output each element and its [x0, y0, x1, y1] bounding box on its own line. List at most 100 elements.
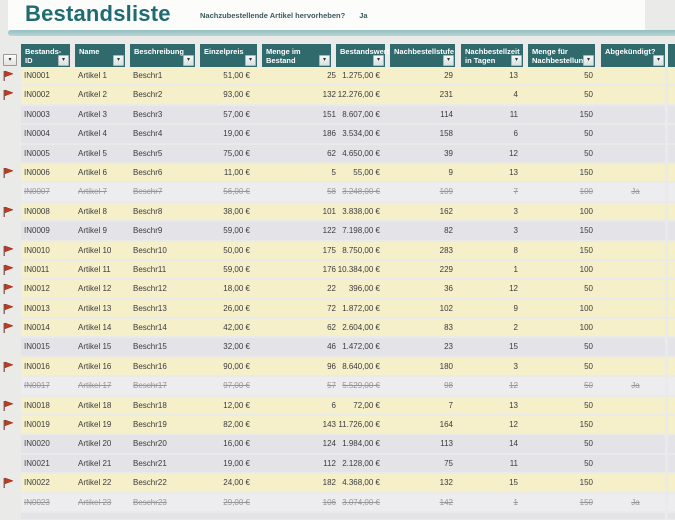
cell-menge_nachbestellung[interactable]: 150 — [579, 245, 593, 255]
cell-menge_nachbestellung[interactable]: 50 — [584, 458, 593, 468]
nachbestellstufe-filter-dropdown-button[interactable]: ▾ — [443, 55, 454, 66]
cell-name[interactable]: Artikel 10 — [78, 245, 112, 255]
cell-bestandswert[interactable]: 12.276,00 € — [337, 90, 380, 100]
cell-abgekuendigt[interactable] — [601, 416, 670, 433]
cell-menge_im_bestand[interactable]: 186 — [322, 129, 336, 139]
cell-menge_nachbestellung[interactable]: 50 — [584, 148, 593, 158]
cell-menge_im_bestand[interactable]: 132 — [322, 90, 336, 100]
cell-beschreibung[interactable]: Beschr20 — [133, 439, 167, 449]
cell-abgekuendigt[interactable] — [601, 319, 670, 336]
cell-einzelpreis[interactable]: 59,00 € — [223, 264, 250, 274]
cell-einzelpreis[interactable]: 75,00 € — [223, 148, 250, 158]
cell-abgekuendigt[interactable] — [601, 164, 670, 181]
cell-id[interactable]: IN0007 — [24, 187, 50, 197]
nachbestellzeit-filter-dropdown-button[interactable]: ▾ — [511, 55, 522, 66]
cell-einzelpreis[interactable]: 90,00 € — [223, 361, 250, 371]
menge_im_bestand-filter-dropdown-button[interactable]: ▾ — [319, 55, 330, 66]
cell-nachbestellstufe[interactable]: 158 — [439, 129, 453, 139]
cell-menge_im_bestand[interactable]: 62 — [327, 148, 336, 158]
cell-einzelpreis[interactable]: 51,00 € — [223, 71, 250, 80]
cell-beschreibung[interactable]: Beschr19 — [133, 420, 167, 430]
cell-menge_nachbestellung[interactable]: 100 — [579, 264, 593, 274]
cell-menge_im_bestand[interactable]: 46 — [327, 342, 336, 352]
cell-menge_im_bestand[interactable]: 58 — [327, 187, 336, 197]
cell-bestandswert[interactable]: 3.838,00 € — [342, 206, 380, 216]
cell-name[interactable]: Artikel 1 — [78, 71, 107, 80]
cell-beschreibung[interactable]: Beschr2 — [133, 90, 163, 100]
cell-nachbestellstufe[interactable]: 229 — [439, 264, 453, 274]
cell-beschreibung[interactable]: Beschr18 — [133, 400, 167, 410]
cell-menge_nachbestellung[interactable]: 50 — [584, 284, 593, 294]
cell-name[interactable]: Artikel 6 — [78, 167, 107, 177]
cell-bestandswert[interactable]: 2.128,00 € — [342, 458, 380, 468]
cell-nachbestellzeit[interactable]: 7 — [513, 187, 518, 197]
cell-beschreibung[interactable]: Beschr14 — [133, 323, 167, 333]
einzelpreis-filter-dropdown-button[interactable]: ▾ — [245, 55, 256, 66]
cell-id[interactable]: IN0004 — [24, 129, 50, 139]
cell-beschreibung[interactable]: Beschr15 — [133, 342, 167, 352]
cell-id[interactable]: IN0019 — [24, 420, 50, 430]
cell-id[interactable]: IN0010 — [24, 245, 50, 255]
cell-nachbestellzeit[interactable]: 1 — [513, 264, 518, 274]
cell-beschreibung[interactable]: Beschr21 — [133, 458, 167, 468]
cell-beschreibung[interactable]: Beschr11 — [133, 264, 167, 274]
cell-abgekuendigt[interactable] — [601, 125, 670, 142]
flag-column-filter-button[interactable]: ▾ — [3, 54, 17, 66]
cell-einzelpreis[interactable]: 26,00 € — [223, 303, 250, 313]
cell-bestandswert[interactable]: 72,00 € — [353, 400, 380, 410]
cell-abgekuendigt[interactable] — [601, 203, 670, 220]
cell-menge_im_bestand[interactable]: 72 — [327, 303, 336, 313]
cell-beschreibung[interactable]: Beschr10 — [133, 245, 167, 255]
cell-beschreibung[interactable]: Beschr16 — [133, 361, 167, 371]
cell-nachbestellzeit[interactable]: 14 — [509, 439, 518, 449]
cell-menge_nachbestellung[interactable]: 150 — [579, 478, 593, 488]
id-filter-dropdown-button[interactable]: ▾ — [58, 55, 69, 66]
cell-name[interactable]: Artikel 3 — [78, 109, 107, 119]
cell-abgekuendigt[interactable] — [601, 397, 670, 414]
cell-id[interactable]: IN0008 — [24, 206, 50, 216]
cell-menge_im_bestand[interactable]: 57 — [327, 381, 336, 391]
cell-nachbestellstufe[interactable]: 283 — [439, 245, 453, 255]
menge_nachbestellung-filter-dropdown-button[interactable]: ▾ — [583, 55, 594, 66]
cell-menge_nachbestellung[interactable]: 100 — [579, 206, 593, 216]
cell-name[interactable]: Artikel 8 — [78, 206, 107, 216]
cell-menge_im_bestand[interactable]: 122 — [322, 226, 336, 236]
cell-bestandswert[interactable]: 4.368,00 € — [342, 478, 380, 488]
cell-bestandswert[interactable]: 4.650,00 € — [342, 148, 380, 158]
bestandswert-filter-dropdown-button[interactable]: ▾ — [373, 55, 384, 66]
cell-menge_nachbestellung[interactable]: 50 — [584, 439, 593, 449]
cell-menge_im_bestand[interactable]: 112 — [323, 458, 336, 468]
cell-bestandswert[interactable]: 55,00 € — [353, 167, 380, 177]
cell-bestandswert[interactable]: 3.534,00 € — [342, 129, 380, 139]
cell-menge_im_bestand[interactable]: 151 — [322, 109, 336, 119]
cell-menge_nachbestellung[interactable]: 150 — [579, 109, 593, 119]
cell-name[interactable]: Artikel 11 — [78, 264, 111, 274]
cell-id[interactable]: IN0012 — [24, 284, 50, 294]
cell-nachbestellstufe[interactable]: 180 — [439, 361, 453, 371]
cell-beschreibung[interactable]: Beschr1 — [133, 71, 163, 80]
cell-menge_nachbestellung[interactable]: 150 — [579, 167, 593, 177]
cell-name[interactable]: Artikel 14 — [78, 323, 112, 333]
cell-menge_im_bestand[interactable]: 106 — [322, 497, 336, 507]
cell-id[interactable]: IN0021 — [24, 458, 50, 468]
cell-nachbestellzeit[interactable]: 15 — [509, 342, 518, 352]
highlight-answer-value[interactable]: Ja — [359, 11, 368, 20]
cell-nachbestellzeit[interactable]: 12 — [509, 381, 518, 391]
cell-bestandswert[interactable]: 2.604,00 € — [342, 323, 380, 333]
cell-einzelpreis[interactable]: 11,00 € — [223, 167, 250, 177]
cell-nachbestellzeit[interactable]: 11 — [509, 109, 518, 119]
cell-nachbestellzeit[interactable]: 13 — [509, 71, 518, 80]
cell-abgekuendigt[interactable] — [601, 222, 670, 239]
cell-abgekuendigt[interactable] — [601, 474, 670, 491]
cell-nachbestellstufe[interactable]: 114 — [440, 109, 453, 119]
cell-name[interactable]: Artikel 22 — [78, 478, 112, 488]
cell-id[interactable]: IN0006 — [24, 167, 50, 177]
cell-einzelpreis[interactable]: 59,00 € — [223, 226, 250, 236]
cell-einzelpreis[interactable]: 32,00 € — [223, 342, 250, 352]
cell-nachbestellzeit[interactable]: 11 — [509, 458, 518, 468]
cell-id[interactable]: IN0011 — [24, 264, 50, 274]
cell-einzelpreis[interactable]: 97,00 € — [223, 381, 250, 391]
cell-nachbestellstufe[interactable]: 113 — [440, 439, 453, 449]
cell-id[interactable]: IN0001 — [24, 71, 50, 80]
cell-nachbestellstufe[interactable]: 36 — [444, 284, 453, 294]
